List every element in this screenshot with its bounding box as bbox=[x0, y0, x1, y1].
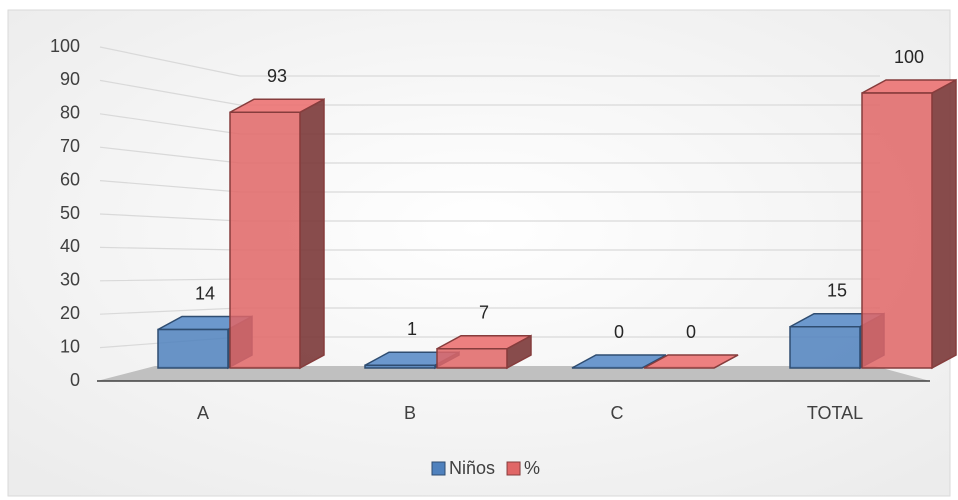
floor bbox=[97, 366, 930, 381]
y-tick-label: 70 bbox=[60, 136, 80, 156]
y-tick-label: 50 bbox=[60, 203, 80, 223]
y-tick-label: 80 bbox=[60, 103, 80, 123]
bar-front bbox=[789, 326, 861, 369]
y-tick-label: 90 bbox=[60, 69, 80, 89]
y-tick-label: 60 bbox=[60, 169, 80, 189]
data-label: 1 bbox=[407, 319, 417, 339]
data-label: 100 bbox=[894, 47, 924, 67]
legend-label: Niños bbox=[449, 458, 495, 478]
bar-front bbox=[364, 364, 436, 369]
bar-top bbox=[643, 354, 739, 369]
bar-side bbox=[931, 78, 957, 370]
bar-side bbox=[299, 97, 325, 370]
y-tick-label: 10 bbox=[60, 336, 80, 356]
y-tick-label: 100 bbox=[50, 36, 80, 56]
bar-front bbox=[861, 92, 933, 369]
data-label: 0 bbox=[614, 322, 624, 342]
x-tick-label: A bbox=[197, 403, 209, 423]
data-label: 14 bbox=[195, 283, 215, 303]
x-tick-label: C bbox=[611, 403, 624, 423]
bar-top bbox=[571, 354, 667, 369]
bar bbox=[436, 334, 532, 370]
bar bbox=[229, 97, 325, 370]
legend-label: % bbox=[524, 458, 540, 478]
bar-front bbox=[157, 328, 229, 369]
data-label: 7 bbox=[479, 303, 489, 323]
legend-swatch bbox=[506, 461, 521, 476]
y-tick-label: 40 bbox=[60, 236, 80, 256]
bar-front bbox=[436, 348, 508, 369]
grid-line bbox=[99, 79, 880, 106]
data-label: 0 bbox=[686, 322, 696, 342]
data-label: 93 bbox=[267, 66, 287, 86]
chart-area bbox=[7, 9, 951, 497]
grid-line bbox=[99, 46, 880, 77]
y-tick-label: 20 bbox=[60, 303, 80, 323]
x-tick-label: TOTAL bbox=[807, 403, 863, 423]
y-tick-label: 0 bbox=[70, 370, 80, 390]
x-tick-label: B bbox=[404, 403, 416, 423]
bar bbox=[571, 354, 667, 369]
y-tick-label: 30 bbox=[60, 270, 80, 290]
bar bbox=[643, 354, 739, 369]
bar bbox=[861, 78, 957, 370]
bar-front bbox=[229, 111, 301, 369]
data-label: 15 bbox=[827, 281, 847, 301]
legend-swatch bbox=[431, 461, 446, 476]
